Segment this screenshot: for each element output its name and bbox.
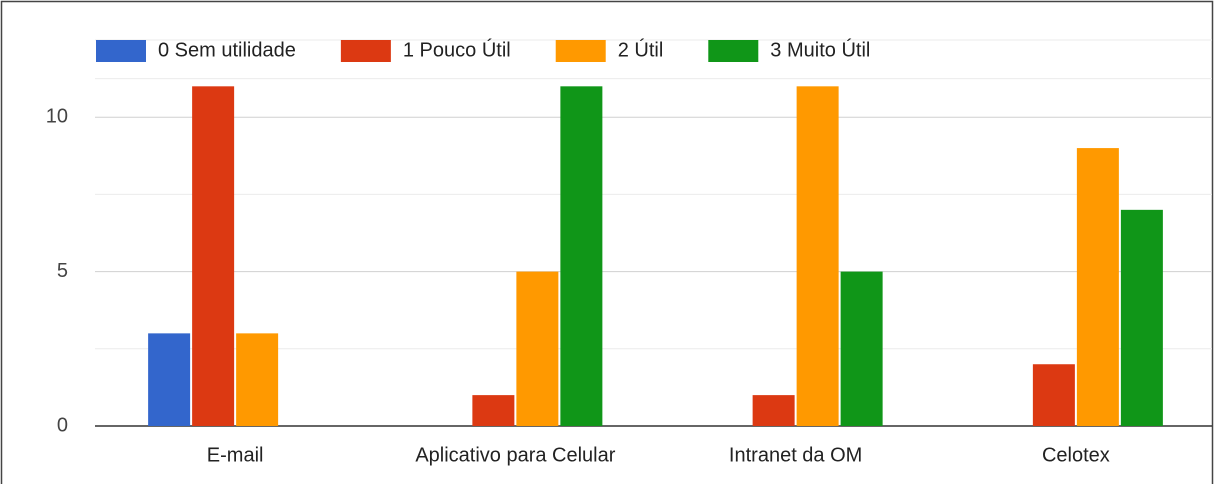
x-tick-label: Aplicativo para Celular [415, 444, 615, 466]
legend-label: 3 Muito Útil [770, 38, 870, 61]
x-tick-label: Celotex [1042, 444, 1110, 466]
bar [516, 271, 559, 426]
x-tick-label: E-mail [207, 444, 264, 466]
y-tick-label: 5 [57, 260, 68, 282]
bar [148, 333, 191, 426]
legend-swatch [708, 40, 759, 62]
bar [752, 395, 795, 426]
legend-swatch [340, 40, 391, 62]
y-tick-label: 10 [46, 105, 68, 127]
bar [796, 86, 839, 426]
bar [1076, 148, 1119, 426]
legend-swatch [96, 40, 146, 62]
bar [236, 333, 279, 426]
legend-label: 1 Pouco Útil [403, 38, 511, 61]
legend-label: 0 Sem utilidade [158, 39, 296, 61]
legend-swatch [555, 40, 606, 62]
y-tick-label: 0 [57, 414, 68, 436]
bar [1120, 209, 1163, 426]
legend-label: 2 Útil [618, 38, 664, 61]
x-tick-label: Intranet da OM [729, 444, 862, 466]
bar [192, 86, 235, 426]
bar [1032, 364, 1075, 426]
bar [560, 86, 603, 426]
bar [472, 395, 515, 426]
bar [840, 271, 883, 426]
